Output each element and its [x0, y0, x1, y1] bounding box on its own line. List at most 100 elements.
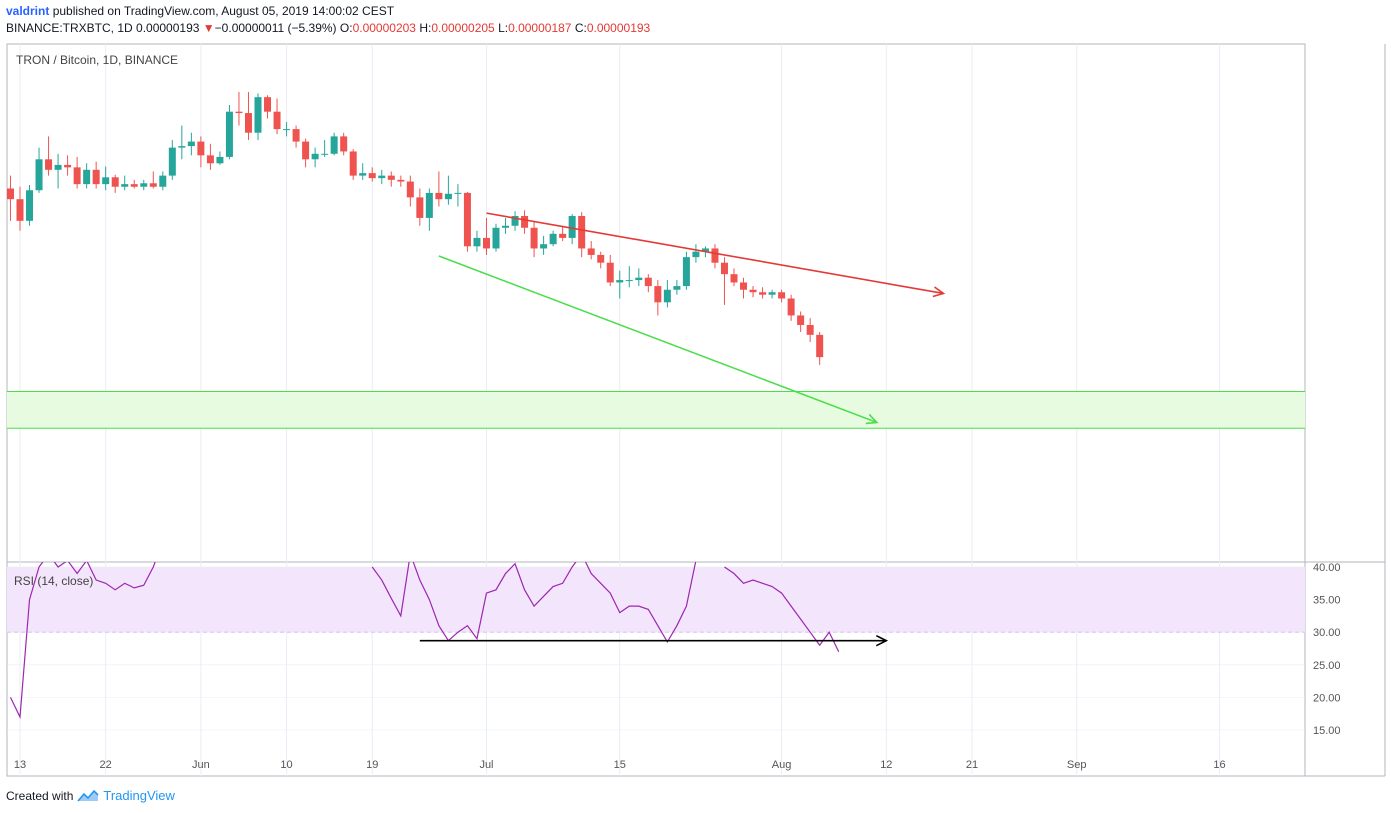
resistance-trendline — [486, 212, 944, 295]
candle-down — [578, 215, 586, 249]
candle-down — [587, 248, 595, 255]
publisher-name[interactable]: valdrint — [6, 4, 50, 18]
candle-down — [45, 159, 53, 170]
candle-up — [473, 237, 481, 247]
close-label: C: — [574, 21, 587, 35]
candle-up — [502, 225, 510, 228]
candle-up — [54, 164, 62, 170]
candle-down — [302, 141, 310, 160]
candle-down — [778, 292, 786, 299]
candle-down — [521, 215, 529, 228]
candle-down — [711, 248, 719, 263]
rsi-tick-label: 35.00 — [1313, 595, 1341, 607]
support-trendline — [438, 255, 878, 424]
candle-down — [264, 97, 272, 112]
candle-up — [178, 146, 186, 148]
candle-up — [454, 192, 462, 194]
candle-up — [254, 97, 262, 133]
candle-up — [682, 257, 690, 287]
tradingview-logo-icon[interactable] — [77, 789, 99, 803]
candle-down — [244, 113, 252, 133]
candle-down — [730, 274, 738, 283]
candle-down — [416, 197, 424, 218]
candle-up — [359, 173, 367, 176]
change-value: −0.00000011 (−5.39%) — [214, 21, 337, 35]
x-tick-label: 22 — [100, 759, 112, 771]
x-tick-label: 19 — [366, 759, 378, 771]
candle-up — [140, 183, 148, 187]
candle-up — [216, 156, 224, 164]
candle-down — [273, 111, 281, 130]
rsi-support-arrow-head — [875, 634, 889, 647]
candle-down — [559, 233, 567, 238]
candle-down — [197, 141, 205, 156]
candle-up — [35, 159, 43, 191]
candle-down — [597, 254, 605, 263]
x-tick-label: Jun — [192, 759, 210, 771]
rsi-tick-label: 40.00 — [1313, 562, 1341, 574]
rsi-tick-label: 20.00 — [1313, 692, 1341, 704]
candle-up — [83, 169, 91, 185]
candle-down — [720, 262, 728, 275]
candle-up — [321, 153, 329, 155]
candle-down — [368, 173, 376, 179]
rsi-line — [724, 566, 840, 653]
candle-up — [635, 277, 643, 281]
candle-up — [102, 177, 110, 185]
candle-down — [806, 324, 814, 335]
rsi-tick-label: 25.00 — [1313, 660, 1341, 672]
high-label: H: — [419, 21, 432, 35]
candle-down — [463, 192, 471, 247]
x-tick-label: 15 — [614, 759, 626, 771]
candle-down — [759, 292, 767, 295]
candle-up — [511, 215, 519, 226]
candle-up — [26, 190, 34, 221]
candle-up — [444, 193, 452, 200]
candle-up — [625, 280, 633, 282]
candle-up — [168, 147, 176, 176]
candle-down — [235, 111, 243, 114]
symbol-label: BINANCE:TRXBTC, 1D — [6, 21, 133, 35]
candle-down — [787, 298, 795, 316]
candle-down — [644, 277, 652, 287]
candle-down — [206, 155, 214, 164]
rsi-line — [371, 562, 697, 644]
candle-down — [149, 183, 157, 187]
candle-up — [187, 141, 195, 147]
candle-down — [397, 179, 405, 182]
candle-up — [159, 175, 167, 187]
rsi-tick-label: 30.00 — [1313, 627, 1341, 639]
x-tick-label: Aug — [772, 759, 792, 771]
candle-down — [6, 188, 14, 200]
candle-down — [435, 192, 443, 200]
candle-down — [749, 289, 757, 293]
candle-up — [663, 289, 671, 303]
candle-up — [121, 184, 129, 187]
change-down-icon: ▼ — [202, 21, 215, 35]
close-value: 0.00000193 — [586, 21, 651, 35]
high-value: 0.00000205 — [431, 21, 495, 35]
candle-down — [73, 167, 81, 185]
low-value: 0.00000187 — [508, 21, 572, 35]
candle-up — [425, 192, 433, 218]
open-label: O: — [339, 21, 353, 35]
publish-line: valdrint published on TradingView.com, A… — [6, 4, 394, 18]
candle-up — [549, 233, 557, 245]
x-tick-label: 12 — [880, 759, 892, 771]
support-trendline-head — [865, 413, 879, 425]
x-tick-label: Sep — [1067, 759, 1087, 771]
candle-down — [740, 282, 748, 290]
candle-up — [568, 215, 576, 238]
candle-down — [349, 151, 357, 176]
candle-down — [482, 237, 490, 249]
x-tick-label: Jul — [479, 759, 493, 771]
low-label: L: — [498, 21, 509, 35]
candle-down — [606, 262, 614, 283]
rsi-title: RSI (14, close) — [14, 574, 93, 588]
tradingview-brand[interactable]: TradingView — [103, 788, 175, 803]
candle-down — [130, 184, 138, 187]
candle-down — [340, 136, 348, 152]
x-tick-label: 21 — [966, 759, 978, 771]
candle-up — [311, 153, 319, 160]
